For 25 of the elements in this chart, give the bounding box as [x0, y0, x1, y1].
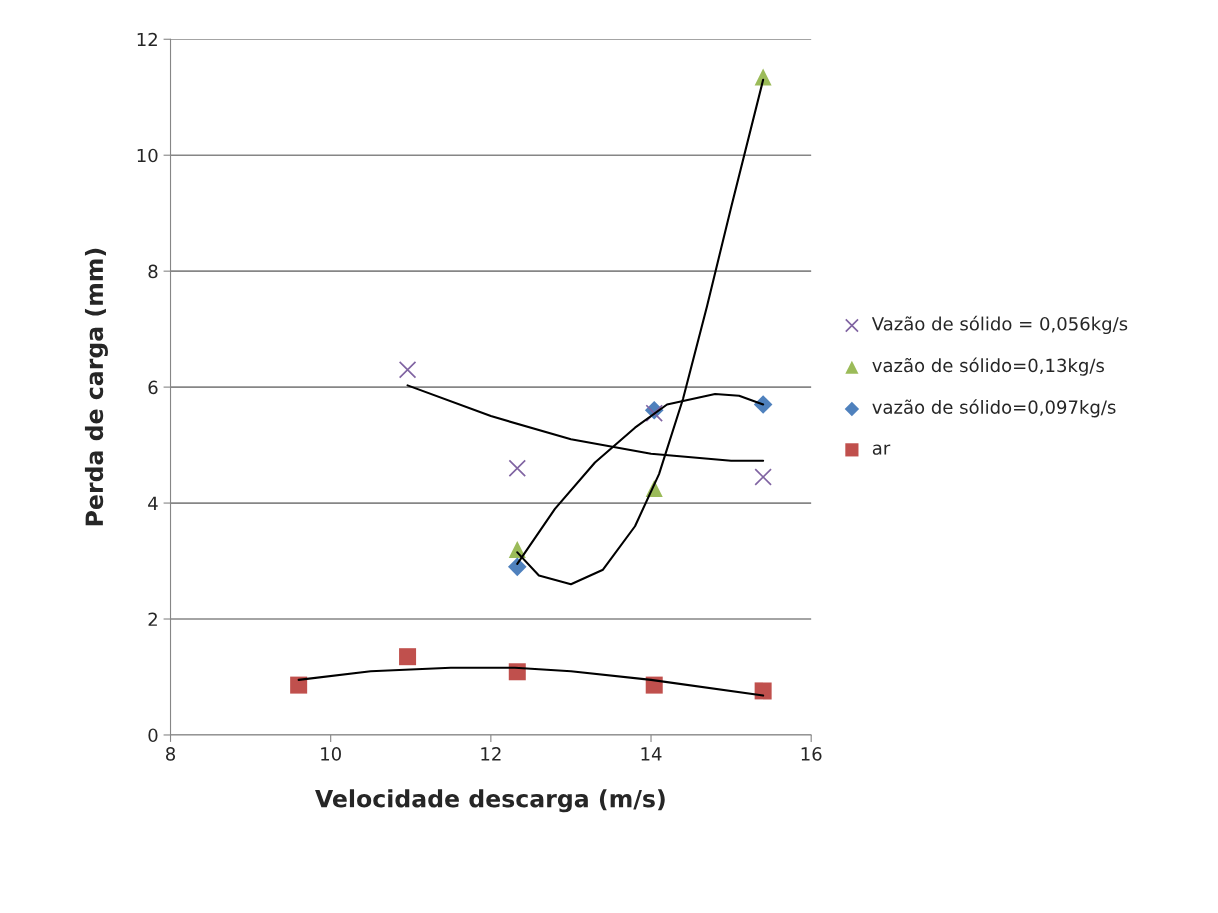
x-tick-label: 14	[641, 747, 662, 761]
y-axis-title: Perda de carga (mm)	[84, 248, 108, 526]
point	[508, 459, 527, 478]
x-tick-label: 12	[481, 747, 501, 761]
y-tick-label: 12	[137, 32, 157, 47]
x-tick-label: 10	[321, 747, 341, 761]
point	[754, 468, 772, 486]
legend-label: vazão de sólido=0,13kg/s	[872, 357, 1104, 376]
x-tick-label: 16	[801, 747, 822, 761]
y-tick-label: 10	[137, 148, 158, 163]
legend-label: vazão de sólido=0,097kg/s	[872, 399, 1116, 418]
y-tick-label: 6	[148, 380, 158, 395]
point	[398, 360, 417, 379]
x-axis-title: Velocidade descarga (m/s)	[315, 789, 665, 813]
point	[290, 676, 308, 694]
legend-label: Vazão de sólido = 0,056kg/s	[871, 315, 1128, 335]
point	[399, 648, 417, 666]
point	[754, 682, 772, 700]
y-tick-label: 2	[148, 612, 157, 626]
y-tick-label: 4	[148, 496, 158, 510]
y-tick-label: 8	[148, 264, 158, 279]
legend-label: ar	[872, 444, 891, 455]
x-tick-label: 8	[166, 747, 176, 761]
point	[507, 557, 527, 577]
y-tick-label: 0	[148, 728, 158, 743]
